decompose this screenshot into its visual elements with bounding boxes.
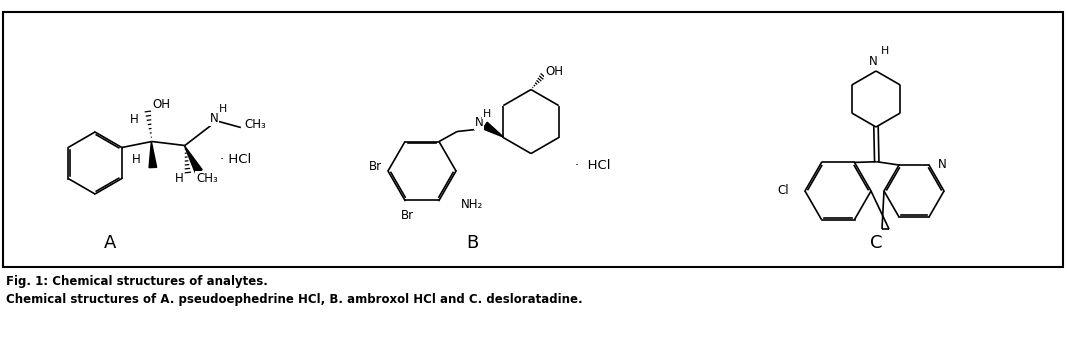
Text: OH: OH — [545, 65, 563, 78]
Polygon shape — [483, 122, 503, 137]
Text: H: H — [219, 104, 227, 114]
Text: OH: OH — [153, 98, 171, 111]
Polygon shape — [150, 142, 157, 168]
Text: N: N — [868, 55, 878, 68]
Text: N: N — [938, 157, 946, 170]
Text: Br: Br — [400, 209, 413, 222]
Text: CH₃: CH₃ — [195, 172, 218, 185]
Text: Cl: Cl — [778, 184, 789, 197]
Text: N: N — [209, 112, 218, 125]
Polygon shape — [185, 146, 202, 173]
Text: B: B — [466, 234, 478, 252]
Text: CH₃: CH₃ — [244, 118, 266, 131]
Text: Chemical structures of A. pseudoephedrine HCl, B. ambroxol HCl and C. desloratad: Chemical structures of A. pseudoephedrin… — [6, 293, 583, 306]
Text: C: C — [869, 234, 882, 252]
Text: Br: Br — [368, 159, 382, 173]
Bar — [3, 12, 1063, 267]
Text: H: H — [129, 113, 138, 126]
Text: A: A — [104, 234, 116, 252]
Text: H: H — [131, 153, 140, 166]
Text: N: N — [474, 116, 484, 129]
Text: ·  HCl: · HCl — [575, 158, 611, 172]
Text: H: H — [483, 108, 491, 119]
Text: H: H — [174, 172, 184, 185]
Text: H: H — [881, 46, 890, 56]
Text: · HCl: · HCl — [220, 153, 251, 166]
Text: NH₂: NH₂ — [461, 198, 483, 211]
Text: Fig. 1: Chemical structures of analytes.: Fig. 1: Chemical structures of analytes. — [6, 275, 268, 288]
